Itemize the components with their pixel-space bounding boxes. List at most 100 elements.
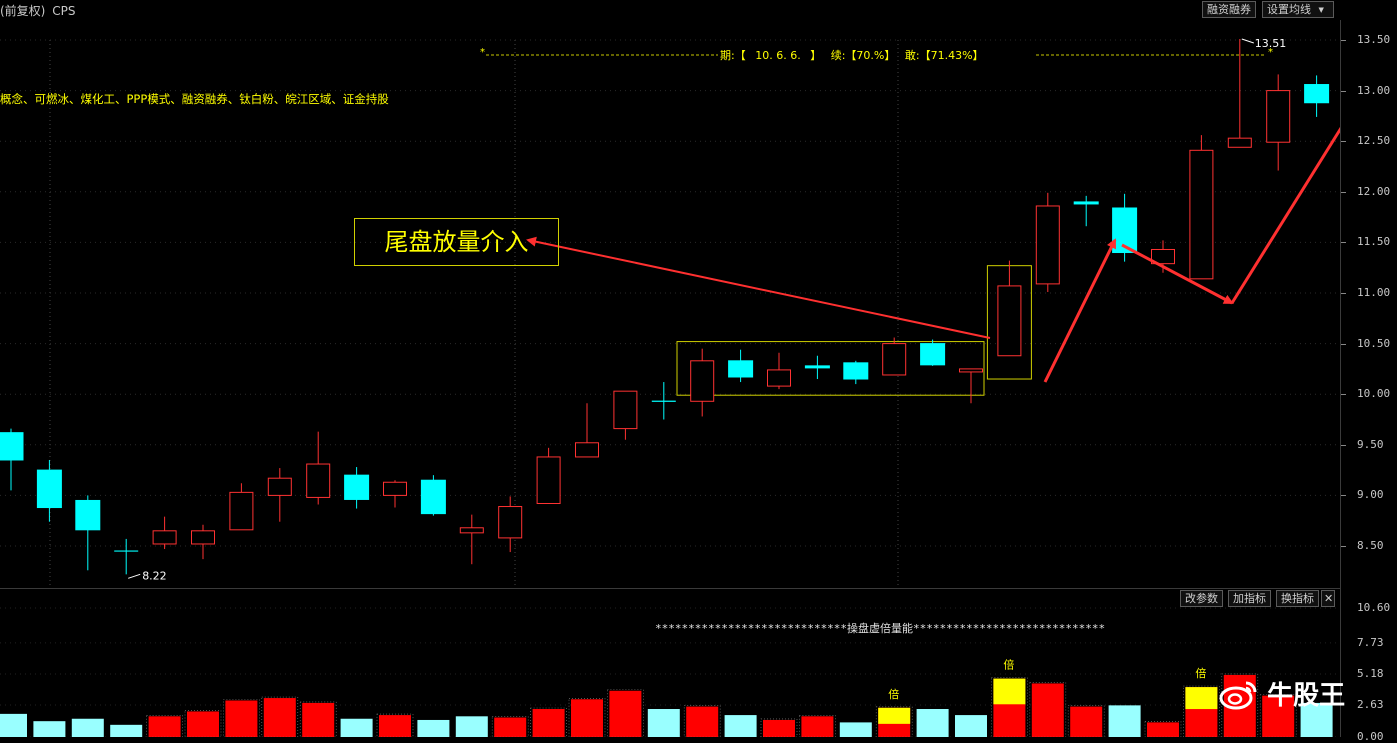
price-tick bbox=[1341, 394, 1346, 396]
candle bbox=[1073, 195, 1099, 227]
bei-highlight bbox=[1185, 687, 1218, 710]
add-indicator-button[interactable]: 加指标 bbox=[1228, 590, 1271, 607]
candle bbox=[767, 352, 791, 390]
bei-label: 倍 bbox=[888, 687, 899, 701]
candle bbox=[997, 260, 1022, 357]
volume-bar bbox=[455, 716, 488, 737]
price-tick-label: 11.50 bbox=[1357, 235, 1391, 249]
axis-divider bbox=[1340, 20, 1341, 737]
candle bbox=[1035, 192, 1060, 292]
continuity-label: 续:【 bbox=[830, 49, 857, 62]
price-tick bbox=[1341, 40, 1346, 41]
candle bbox=[1227, 38, 1252, 148]
candle bbox=[536, 447, 561, 504]
price-tick bbox=[1341, 90, 1346, 92]
set-ma-label: 设置均线 bbox=[1267, 3, 1311, 16]
margin-trading-button[interactable]: 融资融券 bbox=[1202, 1, 1256, 18]
volume-bar bbox=[647, 709, 680, 737]
volume-bar bbox=[1300, 702, 1333, 737]
candle bbox=[804, 355, 830, 380]
volume-bar bbox=[607, 689, 644, 737]
price-tick-label: 9.00 bbox=[1357, 488, 1384, 502]
stats-values: 期:【 10. 6. 6. 】 续:【70.%】 敢:【71.43%】 bbox=[720, 47, 984, 63]
consolidation-box bbox=[676, 341, 985, 396]
volume-bar bbox=[1183, 685, 1220, 737]
volume-bar bbox=[184, 710, 222, 737]
chart-header: (前复权) CPS 融资融券 设置均线 ▼ bbox=[0, 0, 1397, 20]
price-tick-label: 10.50 bbox=[1357, 336, 1391, 350]
panel-divider bbox=[0, 588, 1340, 589]
candle bbox=[1189, 135, 1214, 280]
volume-bar bbox=[299, 701, 337, 737]
volume-tick-label: 7.73 bbox=[1357, 635, 1384, 649]
price-tick-label: 11.00 bbox=[1357, 286, 1391, 299]
candle bbox=[1151, 240, 1175, 273]
indicator-label: CPS bbox=[52, 4, 76, 18]
period-value: 10. 6. 6. bbox=[755, 49, 801, 62]
close-icon[interactable]: ✕ bbox=[1321, 590, 1335, 607]
candle bbox=[459, 514, 484, 565]
trend-arrow-up-2 bbox=[1230, 126, 1340, 304]
price-tick-label: 10.00 bbox=[1357, 387, 1391, 401]
volume-bar bbox=[376, 713, 414, 737]
volume-bar bbox=[568, 697, 606, 737]
candle bbox=[1304, 75, 1330, 117]
price-tick bbox=[1341, 444, 1346, 446]
price-tick-label: 13.00 bbox=[1357, 83, 1391, 97]
stats-dashes-right bbox=[1036, 54, 1266, 56]
switch-indicator-button[interactable]: 换指标 bbox=[1276, 590, 1319, 607]
volume-bar bbox=[916, 709, 949, 737]
candlestick-chart[interactable]: 8.22 13.51 bbox=[0, 20, 1340, 588]
low-marker-arrow bbox=[128, 573, 141, 579]
price-tick bbox=[1341, 191, 1346, 193]
volume-chart[interactable]: 倍倍倍 bbox=[0, 589, 1340, 737]
price-tick-label: 12.50 bbox=[1357, 134, 1391, 148]
trend-arrow-up bbox=[1043, 238, 1117, 383]
candle bbox=[882, 337, 907, 376]
candle bbox=[613, 390, 638, 440]
bei-highlight bbox=[993, 678, 1026, 705]
volume-bar bbox=[1144, 721, 1182, 737]
volume-bar bbox=[799, 715, 836, 737]
price-tick bbox=[1341, 141, 1346, 143]
chart-title: (前复权) CPS bbox=[0, 2, 75, 19]
bei-highlight bbox=[878, 707, 911, 724]
candle bbox=[0, 428, 24, 491]
volume-bar bbox=[261, 696, 299, 737]
volume-bar bbox=[223, 699, 260, 737]
watermark: 牛股王 bbox=[1218, 675, 1345, 712]
price-tick bbox=[1341, 546, 1346, 547]
dare-value: 71.43% bbox=[930, 49, 973, 62]
candle bbox=[1266, 74, 1291, 171]
volume-bar bbox=[0, 713, 27, 737]
candle bbox=[920, 339, 946, 366]
set-ma-dropdown[interactable]: 设置均线 ▼ bbox=[1262, 1, 1334, 18]
volume-tick-label: 2.63 bbox=[1357, 697, 1384, 711]
volume-bar bbox=[340, 718, 373, 737]
bei-label: 倍 bbox=[1003, 658, 1014, 672]
candle bbox=[728, 349, 754, 383]
period-close: 】 bbox=[810, 49, 822, 62]
candle bbox=[575, 403, 599, 458]
stats-line: * 期:【 10. 6. 6. 】 续:【70.%】 敢:【71.43%】 * bbox=[480, 47, 1275, 63]
volume-tick-label: 10.60 bbox=[1357, 601, 1391, 614]
continuity-close: 】 bbox=[884, 49, 896, 62]
edit-params-button[interactable]: 改参数 bbox=[1180, 590, 1223, 607]
candle bbox=[690, 348, 715, 417]
candle bbox=[267, 468, 292, 522]
annotation-box: 尾盘放量介入 bbox=[354, 218, 559, 266]
price-tick bbox=[1341, 293, 1346, 294]
volume-bar bbox=[530, 707, 567, 737]
candle bbox=[36, 459, 62, 522]
volume-bar bbox=[1029, 682, 1067, 737]
watermark-text: 牛股王 bbox=[1267, 681, 1346, 711]
stats-dashes-left bbox=[486, 54, 718, 56]
volume-bar bbox=[683, 705, 721, 737]
price-tick-label: 8.50 bbox=[1357, 539, 1384, 552]
dare-close: 】 bbox=[972, 49, 984, 62]
concept-tags: 概念、可燃冰、煤化工、PPP模式、融资融券、钛白粉、皖江区域、证金持股 bbox=[0, 92, 389, 106]
volume-bar bbox=[839, 722, 872, 737]
volume-bar bbox=[417, 719, 450, 737]
volume-tick-label: 5.18 bbox=[1357, 666, 1384, 680]
price-tick bbox=[1341, 343, 1346, 345]
